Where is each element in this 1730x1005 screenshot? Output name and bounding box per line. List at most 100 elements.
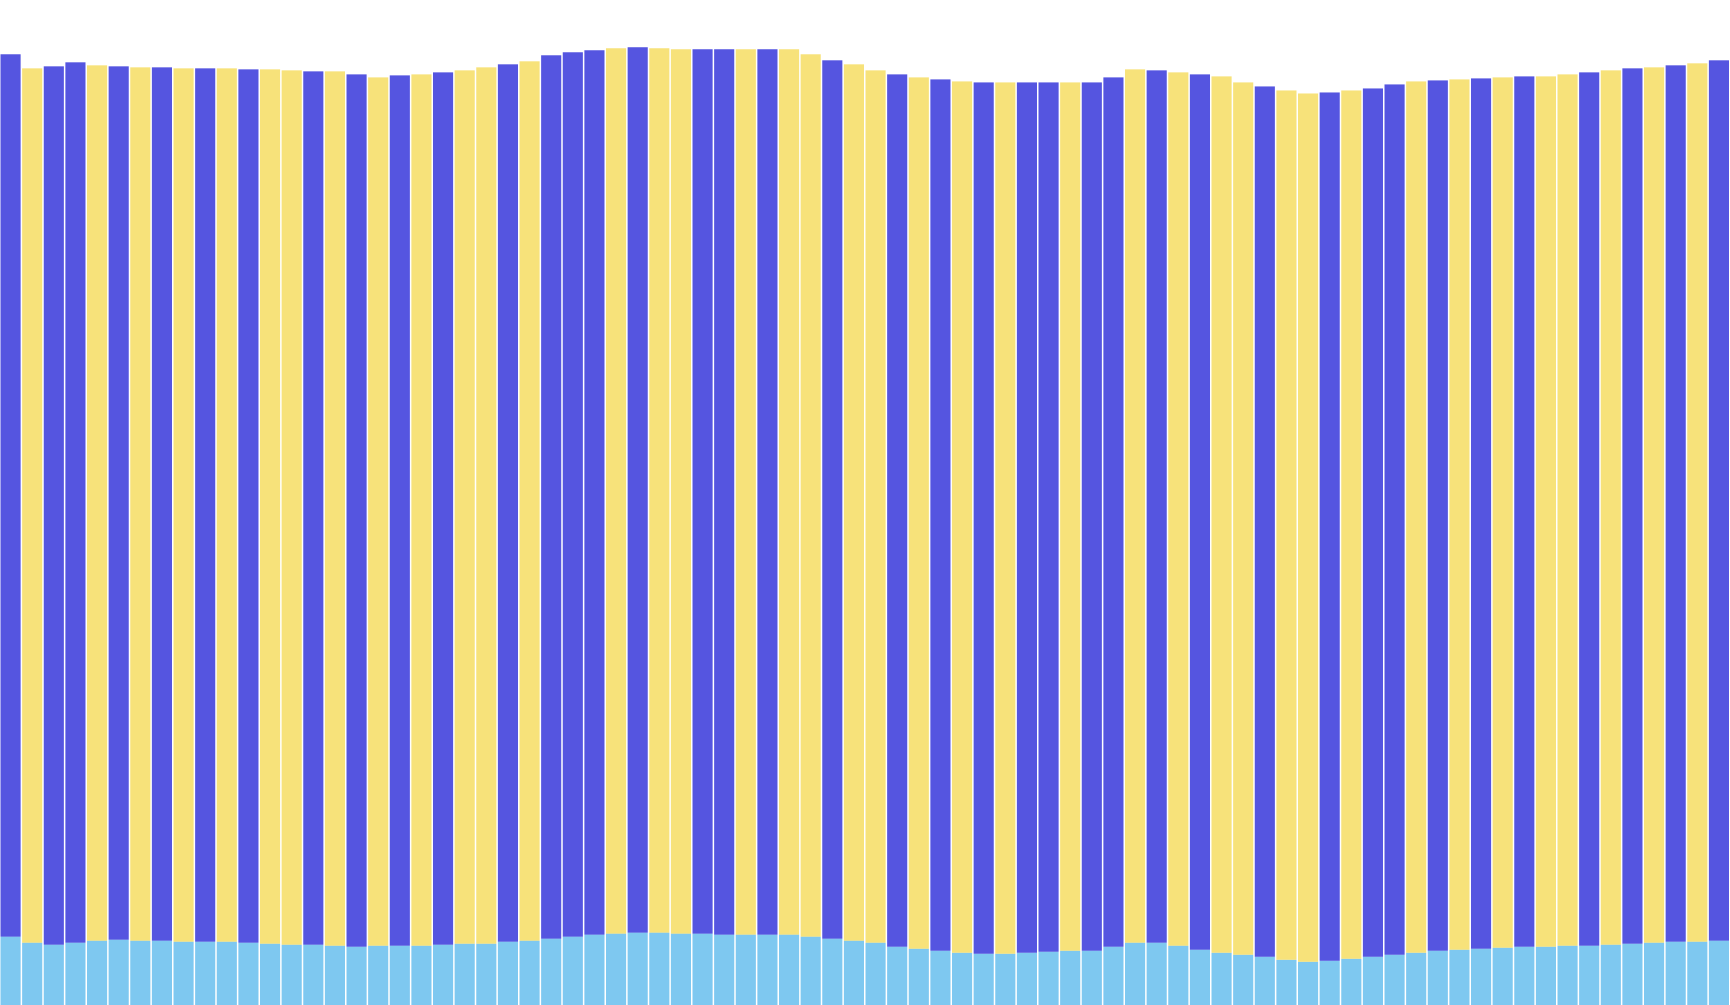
bar-segment: [1708, 940, 1729, 1005]
bar-segment: [627, 932, 648, 1005]
bar-segment: [714, 934, 735, 1005]
bar-segment: [1384, 954, 1405, 1005]
bar-segment: [757, 934, 778, 1005]
bar-segment: [260, 943, 281, 1005]
bar-segment: [908, 77, 929, 949]
bar-segment: [735, 934, 756, 1005]
bar-segment: [1276, 959, 1297, 1005]
bar-segment: [584, 50, 605, 935]
bar-segment: [1687, 941, 1708, 1005]
bar-segment: [1081, 950, 1102, 1005]
bar-segment: [1622, 68, 1643, 944]
bar-segment: [735, 49, 756, 935]
bar-segment: [281, 70, 302, 945]
bar-segment: [1600, 70, 1621, 945]
bar-segment: [22, 68, 43, 943]
bar-segment: [627, 47, 648, 933]
bar-segment: [1406, 81, 1427, 953]
bar-segment: [497, 941, 518, 1005]
bar-segment: [1081, 82, 1102, 951]
bar-segment: [130, 940, 151, 1005]
bar-segment: [670, 49, 691, 934]
bar-segment: [1665, 941, 1686, 1005]
bar-segment: [1687, 63, 1708, 942]
bar-segment: [757, 49, 778, 935]
bar-segment: [411, 74, 432, 946]
bar-segment: [195, 68, 216, 942]
bar-segment: [1514, 946, 1535, 1005]
bar-segment: [346, 74, 367, 947]
bar-segment: [151, 67, 172, 941]
bar-segment: [1492, 947, 1513, 1005]
bar-segment: [1341, 90, 1362, 959]
bar-segment: [908, 948, 929, 1005]
bar-segment: [541, 55, 562, 939]
bar-segment: [649, 932, 670, 1005]
bar-segment: [1211, 952, 1232, 1005]
bar-segment: [1384, 84, 1405, 955]
bar-segment: [1016, 952, 1037, 1005]
bar-segment: [216, 68, 237, 942]
bar-segment: [368, 77, 389, 946]
bar-segment: [1579, 72, 1600, 946]
bar-segment: [1125, 942, 1146, 1005]
bar-segment: [1276, 90, 1297, 960]
bar-segment: [108, 939, 129, 1005]
bar-segment: [1449, 949, 1470, 1005]
bar-segment: [368, 945, 389, 1005]
bar-segment: [1103, 946, 1124, 1005]
bar-segment: [65, 62, 86, 943]
bar-segment: [454, 943, 475, 1005]
bar-segment: [649, 48, 670, 933]
bar-segment: [173, 68, 194, 942]
bar-segment: [1492, 77, 1513, 948]
bar-segment: [606, 48, 627, 934]
bar-segment: [1362, 956, 1383, 1005]
bar-segment: [714, 49, 735, 935]
bar-segment: [995, 953, 1016, 1005]
bar-segment: [562, 936, 583, 1005]
bar-segment: [952, 81, 973, 953]
bar-segment: [87, 65, 108, 941]
bar-segment: [87, 940, 108, 1005]
bar-segment: [887, 74, 908, 947]
bar-segment: [606, 933, 627, 1005]
bar-segment: [519, 61, 540, 941]
bar-segment: [411, 945, 432, 1005]
bar-segment: [952, 952, 973, 1005]
bar-segment: [1319, 92, 1340, 961]
bar-segment: [973, 953, 994, 1005]
bar-segment: [108, 66, 129, 940]
bar-segment: [151, 940, 172, 1005]
bar-segment: [22, 942, 43, 1005]
bar-segment: [1622, 943, 1643, 1005]
bar-segment: [1362, 88, 1383, 957]
bar-segment: [930, 950, 951, 1005]
bar-segment: [865, 70, 886, 943]
bar-segment: [476, 943, 497, 1005]
bar-segment: [238, 69, 259, 943]
bar-segment: [822, 938, 843, 1005]
bar-segment: [476, 67, 497, 944]
bar-segment: [887, 946, 908, 1005]
bar-segment: [1341, 958, 1362, 1005]
bar-segment: [497, 64, 518, 942]
bar-segment: [1514, 76, 1535, 947]
bar-segment: [324, 945, 345, 1005]
bar-segment: [865, 942, 886, 1005]
bar-segment: [1254, 86, 1275, 957]
bar-segment: [1211, 76, 1232, 953]
bar-segment: [0, 54, 21, 937]
bar-segment: [800, 936, 821, 1005]
bar-segment: [1038, 82, 1059, 952]
bar-segment: [1557, 945, 1578, 1005]
bar-segment: [130, 67, 151, 941]
bar-segment: [1125, 69, 1146, 943]
bar-segment: [346, 946, 367, 1005]
bar-segment: [1319, 960, 1340, 1005]
bar-segment: [1708, 60, 1729, 941]
bar-segment: [800, 54, 821, 937]
bar-segment: [281, 944, 302, 1005]
